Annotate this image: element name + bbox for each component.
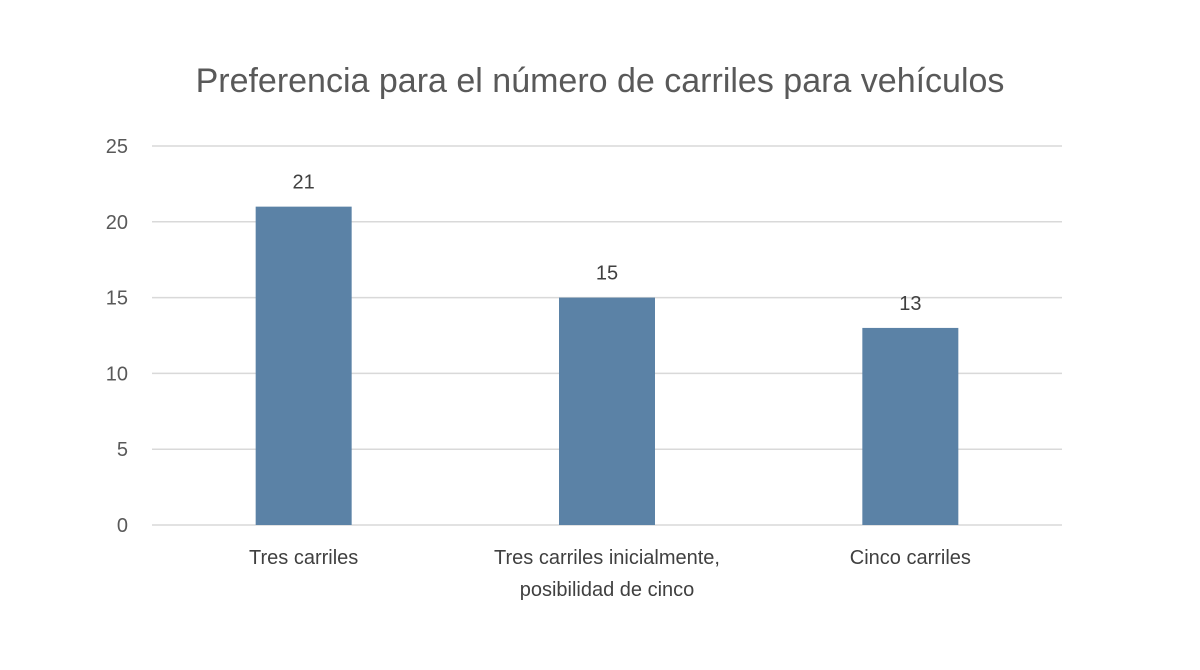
y-tick-label: 0 xyxy=(117,515,128,537)
category-label-line: Cinco carriles xyxy=(850,547,971,569)
chart-title: Preferencia para el número de carriles p… xyxy=(195,62,1005,100)
y-tick-label: 20 xyxy=(106,212,128,234)
y-tick-label: 10 xyxy=(106,363,128,385)
bar xyxy=(862,327,959,525)
category-label-line: Tres carriles xyxy=(249,547,358,569)
category-label: Cinco carriles xyxy=(850,547,971,569)
y-tick-label: 25 xyxy=(106,136,128,158)
category-label-line: posibilidad de cinco xyxy=(520,579,695,601)
y-tick-label: 15 xyxy=(106,288,128,310)
category-label-line: Tres carriles inicialmente, xyxy=(494,547,720,569)
category-label: Tres carriles xyxy=(249,547,358,569)
bar xyxy=(255,206,352,525)
data-label: 21 xyxy=(293,172,315,194)
category-label: Tres carriles inicialmente, posibilidad d… xyxy=(494,547,720,601)
y-tick-label: 5 xyxy=(117,439,128,461)
bar xyxy=(559,297,655,525)
data-label: 13 xyxy=(899,293,921,315)
data-label: 15 xyxy=(596,263,618,285)
